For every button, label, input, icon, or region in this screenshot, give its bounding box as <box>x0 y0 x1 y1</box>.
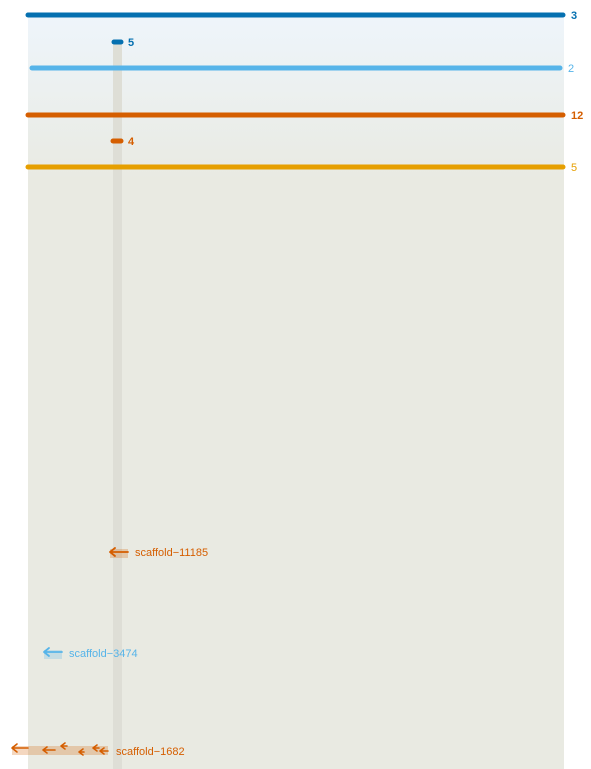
reverse-arrow-icon <box>109 547 129 557</box>
scaffold-1682: scaffold−1682 <box>11 742 185 758</box>
scaffold-3474-shade <box>44 650 62 659</box>
bar-2-label: 5 <box>128 37 134 49</box>
scaffold-11185: scaffold−11185 <box>109 547 208 559</box>
bar-6-label: 5 <box>571 162 577 174</box>
scaffold-3474-label: scaffold−3474 <box>69 648 138 660</box>
reverse-arrow-icon <box>42 746 56 754</box>
reverse-arrow-icon <box>43 647 63 657</box>
reverse-arrow-icon <box>99 747 109 755</box>
bars-layer: 3 5 2 12 4 5 <box>25 10 583 174</box>
scaffold-11185-shade <box>110 549 128 558</box>
bar-3-label: 2 <box>568 63 574 75</box>
bar-4-label: 12 <box>571 110 583 122</box>
bar-1-label: 3 <box>571 10 577 22</box>
vertical-strip <box>113 42 122 769</box>
reverse-arrow-icon <box>78 748 85 756</box>
scaffold-11185-label: scaffold−11185 <box>135 547 208 559</box>
reverse-arrow-icon <box>60 742 68 750</box>
scaffold-1682-label: scaffold−1682 <box>116 746 185 758</box>
bar-5-label: 4 <box>128 136 135 148</box>
scaffold-1682-shade <box>12 746 108 755</box>
reverse-arrow-icon <box>11 743 29 753</box>
reverse-arrow-icon <box>92 744 100 752</box>
scaffold-3474: scaffold−3474 <box>43 647 138 660</box>
